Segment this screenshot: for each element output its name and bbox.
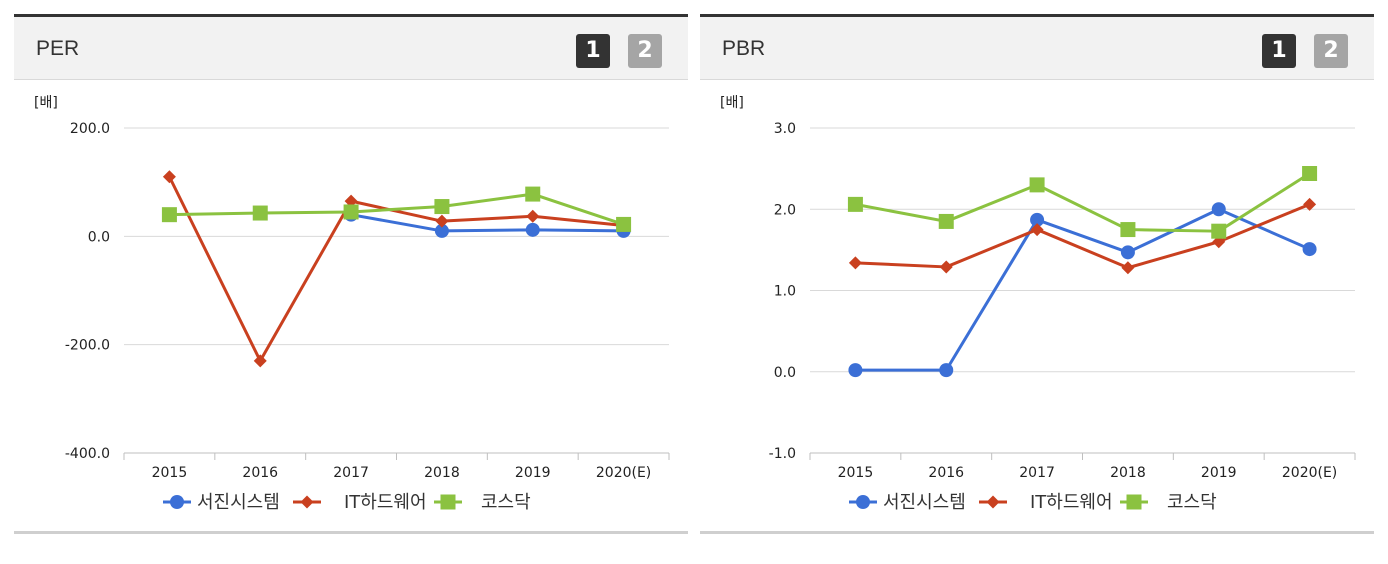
data-point bbox=[1211, 223, 1227, 239]
data-point bbox=[1029, 177, 1045, 193]
legend-label: 코스닥 bbox=[481, 492, 531, 513]
data-point bbox=[1302, 242, 1317, 257]
legend-marker bbox=[300, 495, 314, 509]
data-point bbox=[162, 170, 176, 184]
pbr-panel: PBR 1 2 [배] 3.0 2.0 1.0 0.0 -1.0 2015 2016 2017 2… bbox=[700, 14, 1374, 534]
per-chart: [배] 200.0 0.0 -200.0 -400.0 2015 2016 2017 2018 2… bbox=[34, 95, 670, 513]
x-tick-label: 2016 bbox=[928, 465, 964, 481]
data-point bbox=[253, 354, 267, 368]
data-point bbox=[434, 223, 449, 238]
data-point bbox=[435, 214, 449, 228]
series-line-1 bbox=[168, 176, 624, 363]
unit-label: [배] bbox=[720, 95, 744, 111]
legend-marker bbox=[986, 495, 1000, 509]
data-point bbox=[939, 363, 954, 378]
x-tick-label: 2015 bbox=[152, 465, 188, 481]
data-point bbox=[1120, 245, 1135, 260]
y-tick-label: 0.0 bbox=[774, 365, 796, 381]
x-tick-label: 2018 bbox=[424, 465, 460, 481]
x-tick-label: 2017 bbox=[333, 465, 369, 481]
data-point bbox=[848, 363, 863, 378]
data-point bbox=[1121, 261, 1135, 275]
x-tick-label: 2015 bbox=[838, 465, 874, 481]
y-tick-label: -200.0 bbox=[65, 338, 110, 354]
series-line-0 bbox=[855, 207, 1311, 372]
data-point bbox=[525, 186, 541, 202]
data-point bbox=[1030, 212, 1045, 227]
unit-label: [배] bbox=[34, 95, 58, 111]
pbr-chart: [배] 3.0 2.0 1.0 0.0 -1.0 2015 2016 2017 2018 2019 2… bbox=[720, 95, 1356, 513]
data-point bbox=[1120, 222, 1136, 238]
tab-2-button[interactable]: 2 bbox=[628, 34, 662, 68]
legend-marker bbox=[170, 495, 184, 509]
x-tick-label: 2017 bbox=[1019, 465, 1055, 481]
pbr-panel-header: PBR 1 2 bbox=[700, 14, 1374, 80]
series-line-1 bbox=[855, 202, 1311, 270]
x-tick-label: 2018 bbox=[1110, 465, 1146, 481]
tab-2-button[interactable]: 2 bbox=[1314, 34, 1348, 68]
data-point bbox=[252, 205, 268, 221]
series-line-2 bbox=[855, 172, 1311, 233]
legend-marker bbox=[1126, 494, 1142, 510]
data-point bbox=[1302, 166, 1318, 181]
x-tick-label: 2019 bbox=[515, 465, 551, 481]
data-point bbox=[938, 213, 954, 229]
y-tick-label: 200.0 bbox=[70, 121, 110, 137]
y-tick-label: -400.0 bbox=[65, 446, 110, 462]
series-line-2 bbox=[169, 192, 625, 226]
legend-label: IT하드웨어 bbox=[344, 492, 427, 513]
data-point bbox=[343, 204, 359, 220]
data-point bbox=[526, 209, 540, 223]
y-tick-label: 2.0 bbox=[774, 202, 796, 218]
data-point bbox=[1303, 197, 1317, 211]
panel-title: PER bbox=[36, 37, 80, 60]
data-point bbox=[939, 260, 953, 274]
legend-label: 서진시스템 bbox=[197, 492, 280, 513]
legend-label: 코스닥 bbox=[1167, 492, 1217, 513]
data-point bbox=[525, 222, 540, 237]
y-tick-label: 0.0 bbox=[88, 229, 110, 245]
tab-1-button[interactable]: 1 bbox=[1262, 34, 1296, 68]
x-tick-label: 2019 bbox=[1201, 465, 1237, 481]
panel-divider bbox=[700, 531, 1374, 534]
data-point bbox=[1030, 223, 1044, 237]
series-line-0 bbox=[350, 213, 624, 233]
tab-1-button[interactable]: 1 bbox=[576, 34, 610, 68]
data-point bbox=[434, 199, 450, 215]
legend-label: IT하드웨어 bbox=[1030, 492, 1113, 513]
per-panel-header: PER 1 2 bbox=[14, 14, 688, 80]
legend-marker bbox=[440, 494, 456, 510]
data-point bbox=[847, 196, 863, 212]
data-point bbox=[344, 194, 358, 208]
data-point bbox=[616, 216, 632, 232]
y-tick-label: -1.0 bbox=[769, 446, 796, 462]
x-tick-label: 2016 bbox=[242, 465, 278, 481]
data-point bbox=[1211, 202, 1226, 217]
legend-label: 서진시스템 bbox=[883, 492, 966, 513]
x-tick-label: 2020(E) bbox=[1282, 465, 1337, 481]
y-tick-label: 1.0 bbox=[774, 284, 796, 300]
x-tick-label: 2020(E) bbox=[596, 465, 651, 481]
panel-divider bbox=[14, 531, 688, 534]
y-tick-label: 3.0 bbox=[774, 121, 796, 137]
per-panel: PER 1 2 [배] 200.0 0.0 -200.0 -400.0 2015 2016 2… bbox=[14, 14, 688, 534]
data-point bbox=[161, 207, 177, 223]
panel-title: PBR bbox=[722, 37, 766, 60]
legend-marker bbox=[856, 495, 870, 509]
data-point bbox=[848, 256, 862, 270]
